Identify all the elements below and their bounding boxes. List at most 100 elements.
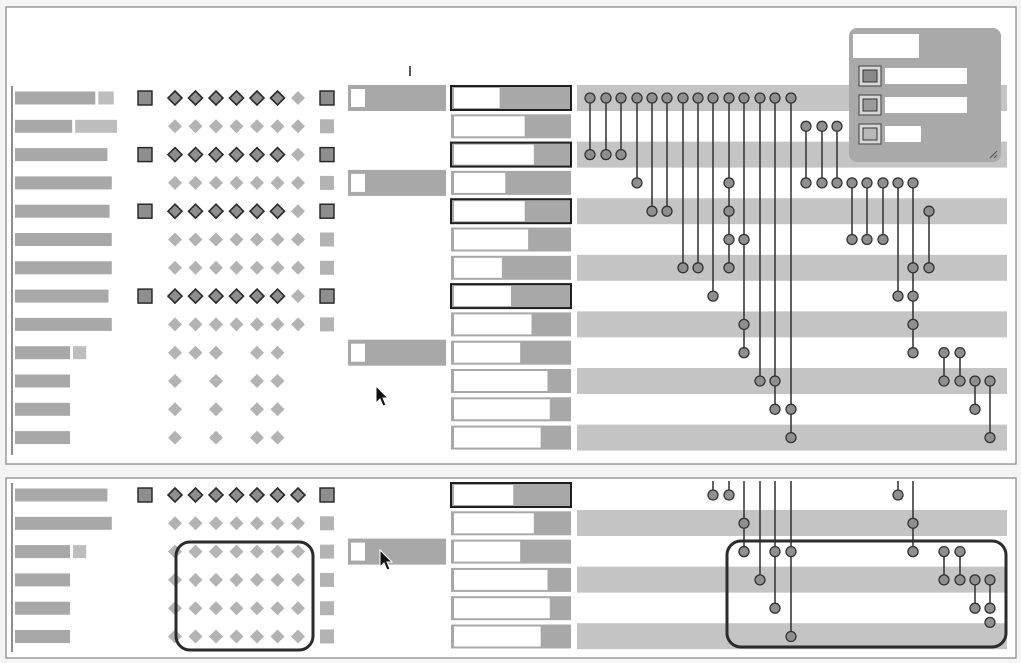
bottom-node-dot	[769, 545, 781, 558]
top-diamond-glyph	[291, 260, 305, 275]
mouse-pointer-icon	[379, 548, 394, 571]
top-diamond-glyph	[250, 175, 264, 190]
top-stacked-bar-white	[454, 399, 550, 420]
top-diamond-glyph	[270, 430, 285, 445]
top-diamond-glyph	[228, 146, 245, 163]
top-marker-left	[137, 146, 153, 163]
legend-label-box	[885, 126, 921, 142]
top-node-dot	[723, 262, 735, 274]
top-diamond-glyph	[168, 345, 182, 360]
bottom-node-dot	[785, 630, 797, 643]
top-marker-right-faded	[320, 119, 334, 134]
top-marker-left	[137, 203, 153, 219]
bottom-diamond-glyph	[270, 629, 285, 644]
top-diamond-glyph	[229, 317, 244, 332]
top-marker-right	[319, 146, 335, 163]
top-diamond-glyph	[187, 146, 204, 163]
top-node-dot	[600, 92, 612, 104]
bottom-node-dot	[907, 517, 919, 529]
top-stacked-bar-white	[454, 427, 541, 448]
top-diamond-glyph	[269, 89, 286, 107]
top-node-dot	[923, 262, 935, 274]
top-node-dot	[738, 92, 750, 104]
top-diamond-glyph	[270, 175, 285, 190]
bottom-node-dot	[969, 574, 981, 586]
top-node-dot	[738, 233, 750, 246]
legend-title-box	[853, 34, 919, 58]
bottom-diamond-glyph	[250, 516, 264, 531]
top-diamond-glyph	[291, 147, 305, 162]
top-marker-right	[319, 288, 335, 304]
top-node-dot	[769, 375, 781, 387]
top-node-dot	[954, 347, 966, 359]
bottom-diamond-glyph	[188, 629, 203, 644]
legend-swatch	[862, 69, 878, 83]
bottom-marker-right	[319, 487, 335, 503]
bottom-node-dot	[938, 545, 950, 558]
top-diamond-glyph	[228, 287, 245, 305]
top-diamond-glyph	[250, 345, 264, 360]
top-mid-box-inset	[351, 173, 365, 192]
top-bar-primary	[15, 346, 70, 360]
bottom-diamond-glyph	[188, 516, 203, 531]
top-diamond-glyph	[270, 374, 285, 388]
bottom-diamond-glyph	[209, 544, 223, 559]
top-diamond-glyph	[291, 119, 305, 134]
bottom-diamond-glyph	[270, 544, 285, 559]
bottom-diamond-glyph	[229, 544, 244, 559]
highlight-node-region	[725, 539, 1008, 649]
top-node-dot	[907, 347, 919, 359]
top-diamond-glyph	[166, 146, 184, 163]
top-stacked-bar-outline	[450, 283, 572, 310]
top-diamond-glyph	[168, 260, 182, 275]
bottom-diamond-glyph	[187, 486, 204, 504]
top-diamond-glyph	[168, 119, 182, 134]
top-diamond-glyph	[168, 232, 182, 247]
top-diamond-glyph	[209, 345, 223, 360]
top-marker-right-faded	[320, 260, 334, 275]
top-diamond-glyph	[207, 287, 225, 305]
bottom-diamond-glyph	[207, 486, 225, 504]
bottom-band	[577, 510, 1007, 536]
top-stacked-bar-white	[454, 314, 532, 335]
top-node-dot	[969, 375, 981, 387]
top-node-dot	[692, 92, 704, 104]
bottom-node-dot	[785, 545, 797, 558]
top-node-dot	[723, 177, 735, 189]
top-diamond-glyph	[250, 374, 264, 388]
top-diamond-glyph	[166, 89, 184, 107]
bottom-diamond-glyph	[229, 516, 244, 531]
top-node-dot	[969, 403, 981, 415]
top-node-dot	[615, 92, 627, 104]
top-bar-secondary	[75, 119, 117, 133]
top-bar-primary	[15, 176, 112, 190]
resize-grip-icon[interactable]	[989, 150, 998, 159]
top-node-dot	[738, 347, 750, 359]
top-node-dot	[954, 375, 966, 387]
top-node-dot	[785, 403, 797, 415]
bottom-stacked-bar-white	[454, 626, 541, 647]
top-node-dot	[907, 318, 919, 331]
top-bar-primary	[15, 402, 70, 416]
top-node-dot	[646, 92, 658, 104]
top-node-dot	[738, 318, 750, 331]
bottom-stacked-bar-white	[454, 598, 550, 619]
top-marker-right	[319, 203, 335, 219]
bottom-diamond-glyph	[250, 544, 264, 559]
top-diamond-glyph	[207, 203, 225, 220]
top-node-dot	[923, 205, 935, 217]
bottom-band	[577, 566, 1007, 593]
top-stacked-bar-white	[454, 342, 521, 363]
top-diamond-glyph	[291, 175, 305, 190]
top-diamond-glyph	[250, 260, 264, 275]
bottom-diamond-glyph	[188, 572, 203, 587]
top-diamond-glyph	[209, 317, 223, 332]
top-node-dot	[769, 403, 781, 415]
bottom-node-dot	[954, 545, 966, 558]
top-diamond-glyph	[269, 146, 286, 163]
bottom-diamond-glyph	[168, 516, 182, 531]
top-band	[577, 311, 1007, 338]
top-stacked-bar-white	[454, 229, 529, 250]
top-node-dot	[816, 120, 828, 132]
top-bar-secondary	[98, 91, 114, 105]
